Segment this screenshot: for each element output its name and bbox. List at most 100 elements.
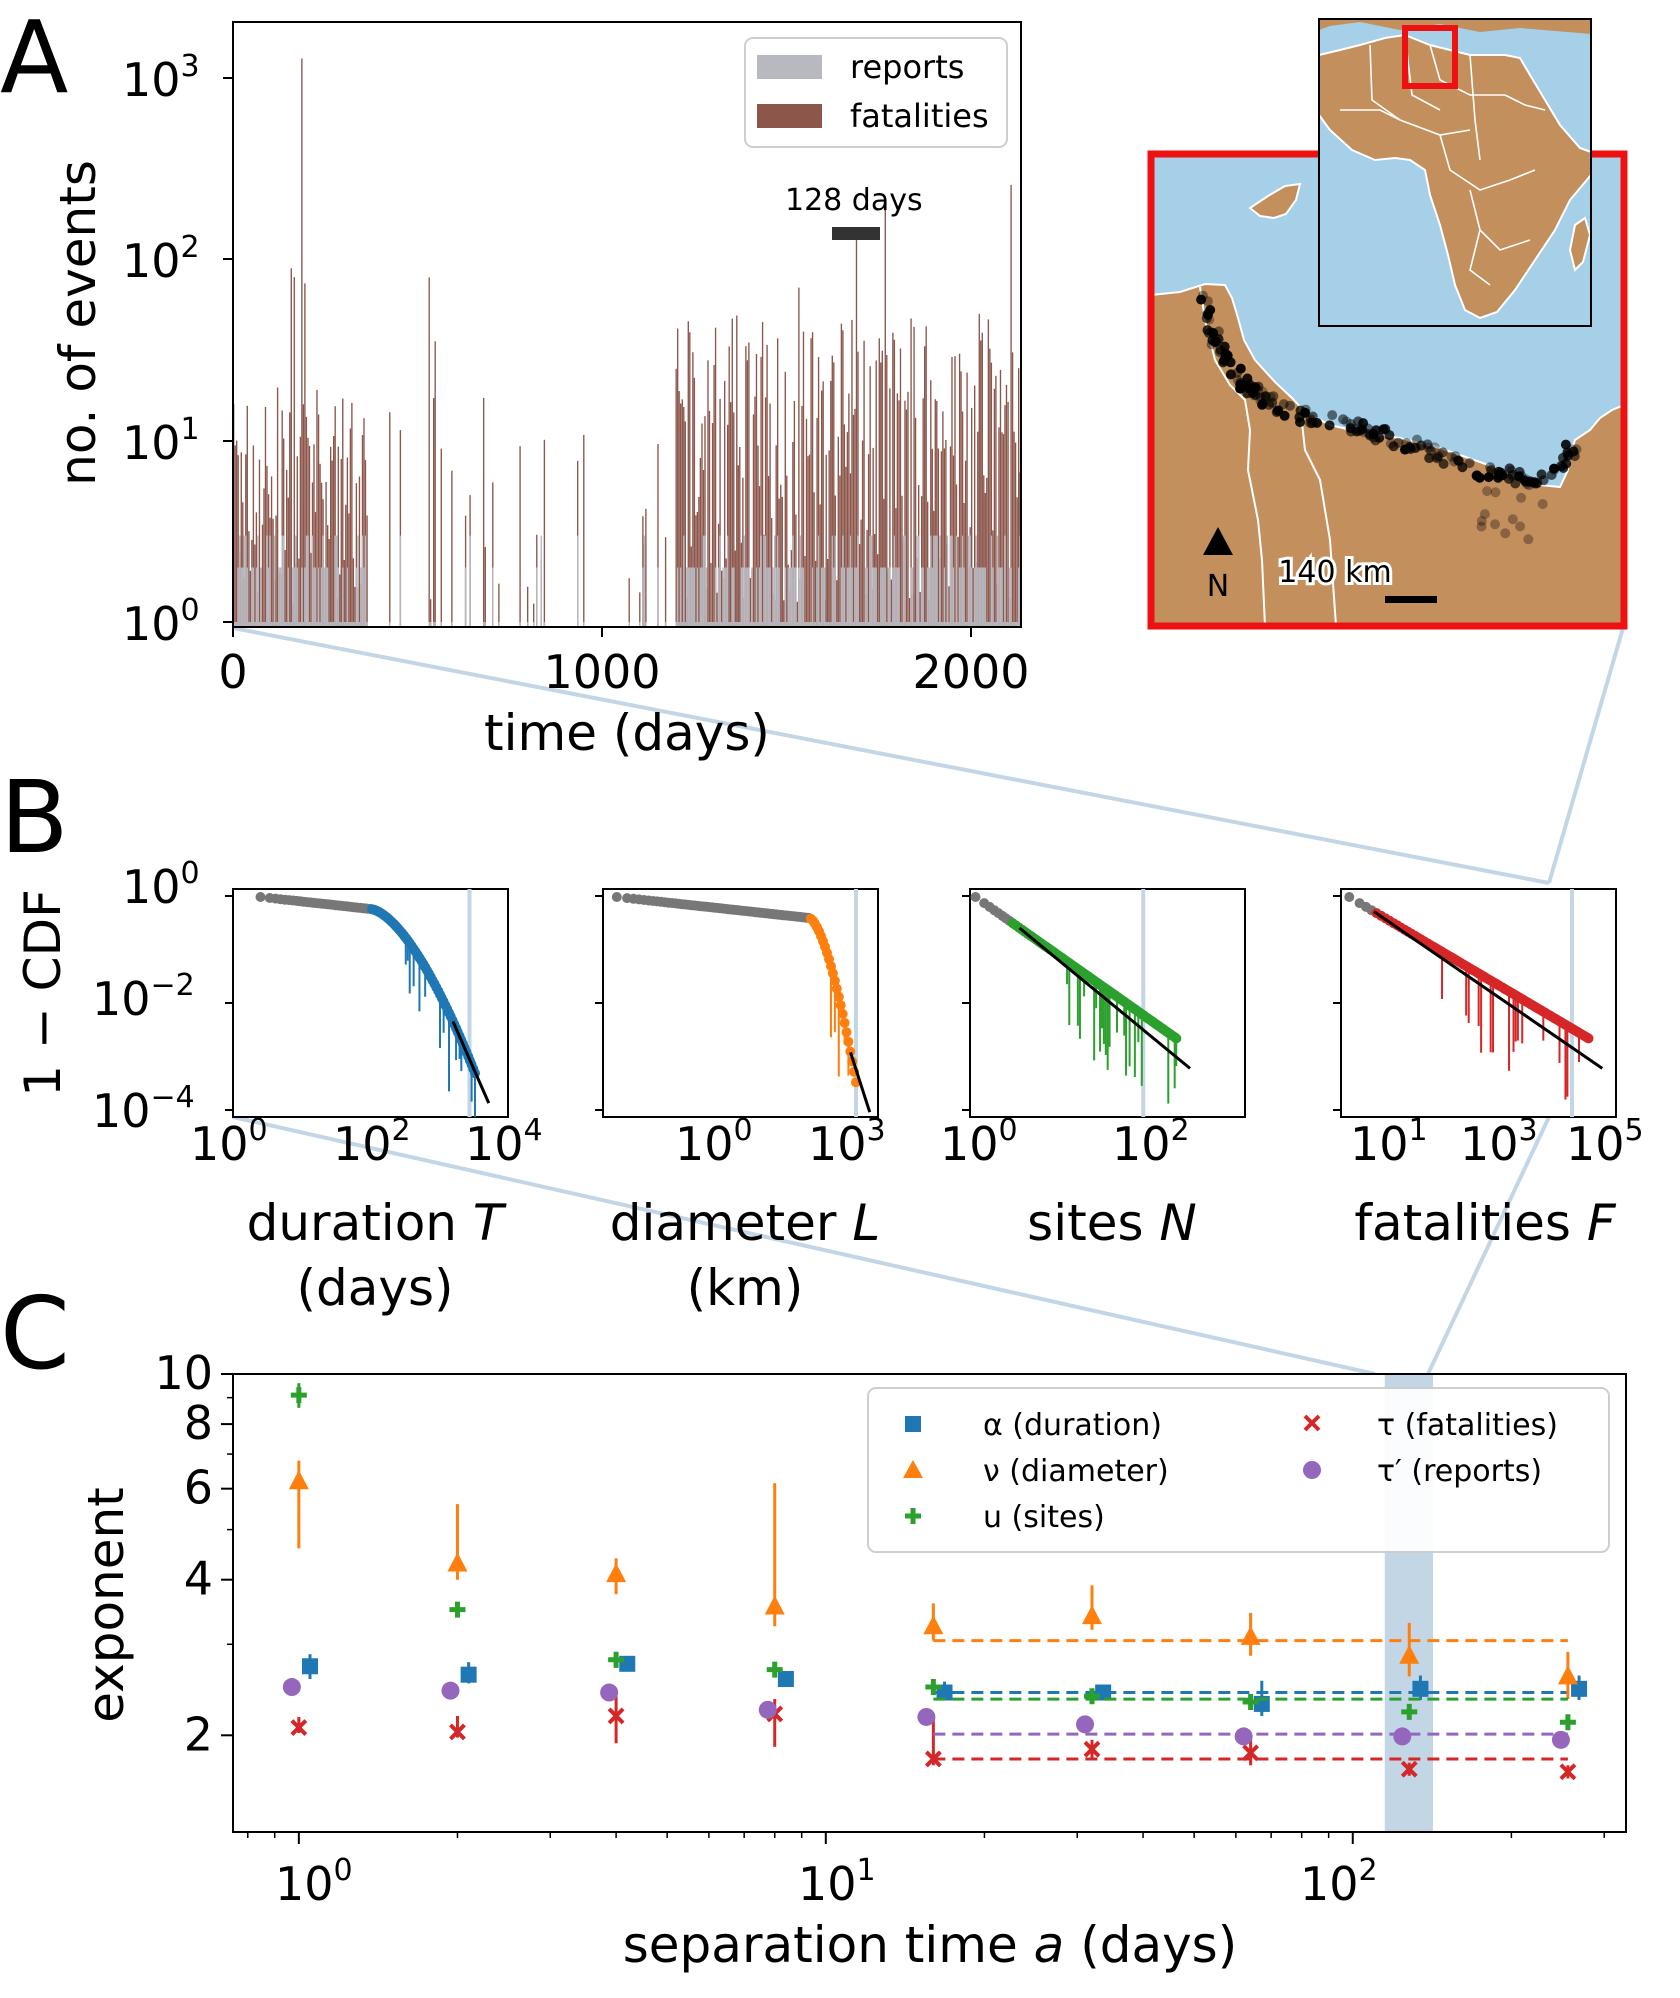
fatality-bar — [430, 599, 432, 627]
report-bar — [907, 622, 909, 627]
report-bar — [783, 622, 785, 627]
fatality-bar — [677, 328, 679, 627]
report-bar — [336, 535, 338, 627]
report-bar — [270, 622, 273, 627]
cdf-subplot-1 — [225, 888, 509, 1118]
report-bar — [483, 622, 485, 627]
report-bar — [863, 622, 865, 627]
report-bar — [243, 535, 245, 627]
legend-u-marker — [905, 1508, 921, 1524]
cdf-subplot-2 — [595, 888, 879, 1118]
report-bar — [822, 567, 824, 627]
report-bar — [302, 622, 305, 627]
event-dot — [1196, 294, 1207, 305]
report-bar — [245, 535, 247, 627]
fatality-bar — [296, 456, 298, 627]
fatality-bar — [783, 600, 785, 627]
report-bar — [790, 567, 793, 627]
report-bar — [843, 567, 846, 627]
fatality-bar — [681, 399, 683, 627]
fatality-bar — [484, 547, 486, 627]
report-bar — [980, 567, 982, 627]
fatality-bar — [284, 550, 286, 627]
fatality-bar — [908, 598, 911, 627]
report-bar — [914, 622, 917, 627]
b2-xtick-3: 103 — [808, 1113, 886, 1171]
fatality-bar — [927, 501, 929, 627]
panel-a-xtick-0: 0 — [218, 645, 247, 699]
report-bar — [927, 567, 929, 627]
report-bar — [311, 535, 314, 627]
event-dot — [1510, 478, 1521, 489]
fatality-bar — [305, 416, 308, 627]
cdf-point — [255, 892, 266, 902]
report-bar — [299, 622, 302, 627]
fatality-bar — [731, 318, 733, 627]
point-circle — [1234, 1727, 1253, 1746]
legend-nu-marker — [903, 1460, 923, 1478]
report-bar — [681, 622, 683, 627]
fatality-bar — [754, 396, 756, 627]
report-bar — [810, 622, 812, 627]
event-dot — [1294, 412, 1305, 423]
report-bar — [890, 622, 893, 627]
event-dot — [1476, 516, 1487, 526]
fatality-bar — [892, 332, 894, 627]
fatality-bar — [746, 360, 749, 627]
report-bar — [842, 535, 844, 627]
event-dot — [1560, 439, 1571, 450]
fatality-bar — [708, 410, 711, 627]
fatality-bar — [840, 323, 843, 627]
report-bar — [777, 535, 779, 627]
fatality-bar — [921, 496, 923, 627]
report-bar — [916, 535, 918, 627]
report-bar — [798, 567, 800, 627]
report-bar — [239, 535, 241, 627]
fatality-bar — [914, 417, 917, 627]
report-bar — [307, 535, 309, 627]
fatality-bar — [854, 408, 856, 627]
point-x — [1242, 1744, 1260, 1762]
report-bar — [469, 535, 471, 627]
fatality-bar — [736, 315, 738, 627]
fatality-bar — [1011, 352, 1014, 627]
fatality-bar — [805, 418, 808, 627]
report-bar — [721, 622, 723, 627]
fatality-bar — [971, 407, 973, 627]
report-bar — [543, 622, 546, 627]
event-dot — [1324, 420, 1335, 431]
fatality-bar — [1014, 442, 1017, 627]
fatality-bar — [1010, 184, 1012, 627]
fatality-bar — [724, 380, 726, 627]
fatality-bar — [857, 351, 859, 627]
event-dot — [1476, 521, 1487, 532]
fatality-bar — [657, 444, 659, 627]
report-bar — [819, 622, 821, 627]
fatality-bar — [433, 398, 435, 627]
report-bar — [792, 535, 794, 627]
report-bar — [908, 622, 911, 627]
report-bar — [290, 622, 292, 627]
event-dot — [1437, 447, 1448, 458]
map-scale-label: 140 km — [1278, 555, 1391, 590]
fatality-bar — [845, 466, 847, 627]
report-bar — [807, 622, 809, 627]
fatality-bar — [974, 385, 976, 627]
b1-xlabel2: (days) — [296, 1259, 453, 1317]
event-dot — [1506, 470, 1517, 481]
b2-xtick-0: 100 — [675, 1113, 753, 1171]
point-x — [449, 1723, 466, 1741]
panel-label-c: C — [0, 1275, 70, 1392]
report-bar — [801, 567, 803, 627]
fatality-bar — [958, 353, 961, 627]
report-bar — [990, 535, 993, 627]
fatality-bar — [827, 559, 829, 627]
report-bar — [986, 622, 988, 627]
report-bar — [802, 567, 805, 627]
report-bar — [796, 622, 799, 627]
fatality-bar — [940, 451, 943, 627]
event-dot — [1405, 443, 1416, 454]
report-bar — [851, 567, 853, 627]
report-bar — [933, 535, 935, 627]
fatality-bar — [302, 404, 305, 627]
